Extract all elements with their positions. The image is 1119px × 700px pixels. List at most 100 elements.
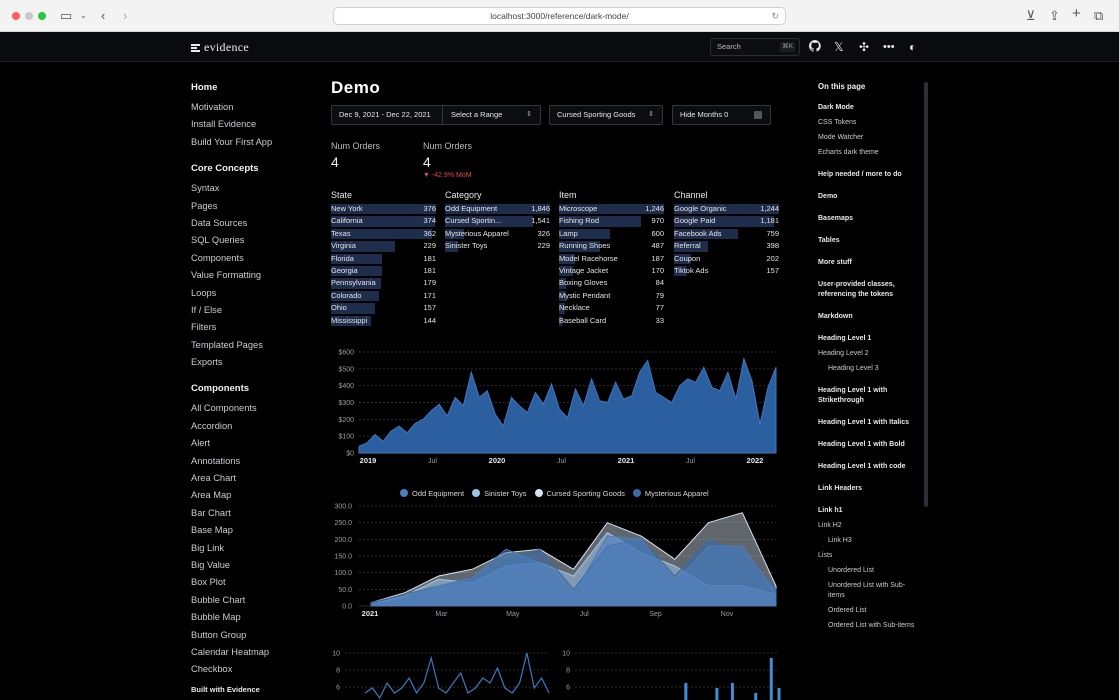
share-icon[interactable]: ⇪ <box>1049 8 1060 23</box>
search-input[interactable]: Search ⌘K <box>710 38 800 56</box>
toc-item-markdown[interactable]: Markdown <box>818 313 853 320</box>
table-row: Ohio 157 <box>331 302 436 314</box>
table-row: Boxing Gloves 84 <box>559 277 664 289</box>
x-twitter-icon[interactable]: 𝕏 <box>834 40 844 54</box>
sidebar-toggle-icon[interactable]: ▭ <box>60 8 73 23</box>
sidebar-item-annotations[interactable]: Annotations <box>191 455 241 466</box>
table-header[interactable]: Item <box>559 190 577 200</box>
toc-item-link-h1[interactable]: Link h1 <box>818 507 843 514</box>
sidebar-item-components[interactable]: Components <box>191 252 244 263</box>
range-select[interactable]: Select a Range <box>451 110 503 119</box>
close-window-button[interactable] <box>12 12 20 20</box>
maximize-window-button[interactable] <box>38 12 46 20</box>
table-cell-value: 144 <box>423 315 436 325</box>
legend-item[interactable]: Mysterious Apparel <box>632 489 709 498</box>
toc-item-heading-level-2[interactable]: Heading Level 2 <box>818 350 869 357</box>
sidebar-item-sql-queries[interactable]: SQL Queries <box>191 235 245 246</box>
toc-item-link-h3[interactable]: Link H3 <box>828 537 852 544</box>
toc-item-heading-level-3[interactable]: Heading Level 3 <box>828 365 879 372</box>
built-with-evidence-link[interactable]: Built with Evidence <box>191 685 260 694</box>
sidebar-item-if-else[interactable]: If / Else <box>191 304 223 315</box>
toc-item-unordered-list[interactable]: Unordered List <box>828 567 874 574</box>
bar <box>715 688 719 700</box>
table-cell-value: 229 <box>423 241 436 251</box>
minimize-window-button[interactable] <box>25 12 33 20</box>
reload-icon[interactable]: ↻ <box>771 11 779 21</box>
toc-item-link-h2[interactable]: Link H2 <box>818 522 842 529</box>
sidebar-item-exports[interactable]: Exports <box>191 357 223 368</box>
sidebar-item-area-chart[interactable]: Area Chart <box>191 473 236 484</box>
toc-item-basemaps[interactable]: Basemaps <box>818 215 854 222</box>
sidebar-item-install-evidence[interactable]: Install Evidence <box>191 119 257 130</box>
toc-item-more-stuff[interactable]: More stuff <box>818 259 852 266</box>
category-dropdown[interactable]: Cursed Sporting Goods ⇕ <box>549 105 663 125</box>
table-header[interactable]: Channel <box>674 190 708 200</box>
back-icon[interactable]: ‹ <box>101 8 106 23</box>
legend-item[interactable]: Sinister Toys <box>472 489 527 498</box>
sidebar-item-all-components[interactable]: All Components <box>191 403 257 414</box>
tabs-overview-icon[interactable]: ⧉ <box>1094 8 1104 23</box>
sidebar-item-home[interactable]: Home <box>191 82 218 93</box>
checkbox[interactable] <box>754 111 762 119</box>
toc-item-heading-level-1-with-italics[interactable]: Heading Level 1 with Italics <box>818 419 910 426</box>
toc-item-mode-watcher[interactable]: Mode Watcher <box>818 134 864 141</box>
table-header[interactable]: State <box>331 190 353 200</box>
sidebar-item-bubble-map[interactable]: Bubble Map <box>191 612 241 623</box>
toc-item-heading-level-1-with-code[interactable]: Heading Level 1 with code <box>818 463 906 470</box>
sidebar-item-value-formatting[interactable]: Value Formatting <box>191 270 262 281</box>
sidebar-item-loops[interactable]: Loops <box>191 287 217 298</box>
legend-item[interactable]: Odd Equipment <box>400 489 464 498</box>
sidebar-item-filters[interactable]: Filters <box>191 322 217 333</box>
toc-item-heading-level-1-with-bold[interactable]: Heading Level 1 with Bold <box>818 441 905 448</box>
toc-item-lists[interactable]: Lists <box>818 552 833 559</box>
table-header[interactable]: Category <box>445 190 482 200</box>
sidebar-item-bar-chart[interactable]: Bar Chart <box>191 507 231 518</box>
dark-mode-toggle-icon[interactable]: ◐ <box>909 40 917 54</box>
sidebar-item-syntax[interactable]: Syntax <box>191 183 220 194</box>
download-icon[interactable]: ⊻ <box>1026 8 1036 23</box>
sidebar-item-alert[interactable]: Alert <box>191 438 211 449</box>
sidebar-item-data-sources[interactable]: Data Sources <box>191 217 248 228</box>
more-icon[interactable]: ••• <box>883 41 895 53</box>
new-tab-icon[interactable]: + <box>1072 5 1081 22</box>
slack-icon[interactable]: ✣ <box>859 40 870 54</box>
chevron-down-icon[interactable]: ⌄ <box>80 11 87 20</box>
sidebar-item-big-link[interactable]: Big Link <box>191 542 225 553</box>
toc-item-dark-mode[interactable]: Dark Mode <box>818 104 854 111</box>
toc-item-ordered-list-with-sub-items[interactable]: Ordered List with Sub-items <box>828 622 915 629</box>
toc-item-unordered-list-with-sub-items[interactable]: Unordered List with Sub-items <box>828 582 906 599</box>
toc-item-user-provided-classes-referencing-the-tokens[interactable]: User-provided classes, referencing the t… <box>818 281 895 298</box>
github-icon[interactable] <box>808 40 821 55</box>
sidebar-item-area-map[interactable]: Area Map <box>191 490 232 501</box>
toc-scrollbar[interactable] <box>924 82 928 507</box>
sidebar-item-checkbox[interactable]: Checkbox <box>191 664 233 675</box>
date-range-picker[interactable]: Dec 9, 2021 - Dec 22, 2021 Select a Rang… <box>331 105 541 125</box>
sidebar-item-accordion[interactable]: Accordion <box>191 420 233 431</box>
sidebar-item-big-value[interactable]: Big Value <box>191 559 231 570</box>
toc-item-link-headers[interactable]: Link Headers <box>818 485 862 492</box>
forward-icon[interactable]: › <box>123 8 128 23</box>
sidebar-item-build-your-first-app[interactable]: Build Your First App <box>191 136 273 147</box>
x-tick-label: Nov <box>721 611 734 618</box>
sidebar-item-box-plot[interactable]: Box Plot <box>191 577 226 588</box>
evidence-logo[interactable]: evidence <box>191 40 249 55</box>
table-row: Microscope 1,246 <box>559 203 664 215</box>
sidebar-item-motivation[interactable]: Motivation <box>191 102 234 112</box>
sidebar-item-calendar-heatmap[interactable]: Calendar Heatmap <box>191 646 270 657</box>
hide-months-toggle[interactable]: Hide Months 0 <box>672 105 771 125</box>
toc-item-demo[interactable]: Demo <box>818 193 838 200</box>
toc-item-css-tokens[interactable]: CSS Tokens <box>818 119 857 126</box>
sidebar-item-base-map[interactable]: Base Map <box>191 525 233 536</box>
sidebar-item-bubble-chart[interactable]: Bubble Chart <box>191 594 246 605</box>
sidebar-item-templated-pages[interactable]: Templated Pages <box>191 339 263 350</box>
sidebar-item-pages[interactable]: Pages <box>191 200 218 211</box>
toc-item-help-needed-more-to-do[interactable]: Help needed / more to do <box>818 171 902 178</box>
legend-item[interactable]: Cursed Sporting Goods <box>534 489 625 498</box>
address-bar[interactable]: localhost:3000/reference/dark-mode/ ↻ <box>333 7 786 25</box>
toc-item-heading-level-1-with-strikethrough[interactable]: Heading Level 1 with Strikethrough <box>818 387 888 404</box>
toc-item-echarts-dark-theme[interactable]: Echarts dark theme <box>818 149 879 156</box>
toc-item-heading-level-1[interactable]: Heading Level 1 <box>818 335 872 342</box>
sidebar-item-button-group[interactable]: Button Group <box>191 629 247 640</box>
toc-item-ordered-list[interactable]: Ordered List <box>828 607 867 614</box>
toc-item-tables[interactable]: Tables <box>818 237 840 244</box>
